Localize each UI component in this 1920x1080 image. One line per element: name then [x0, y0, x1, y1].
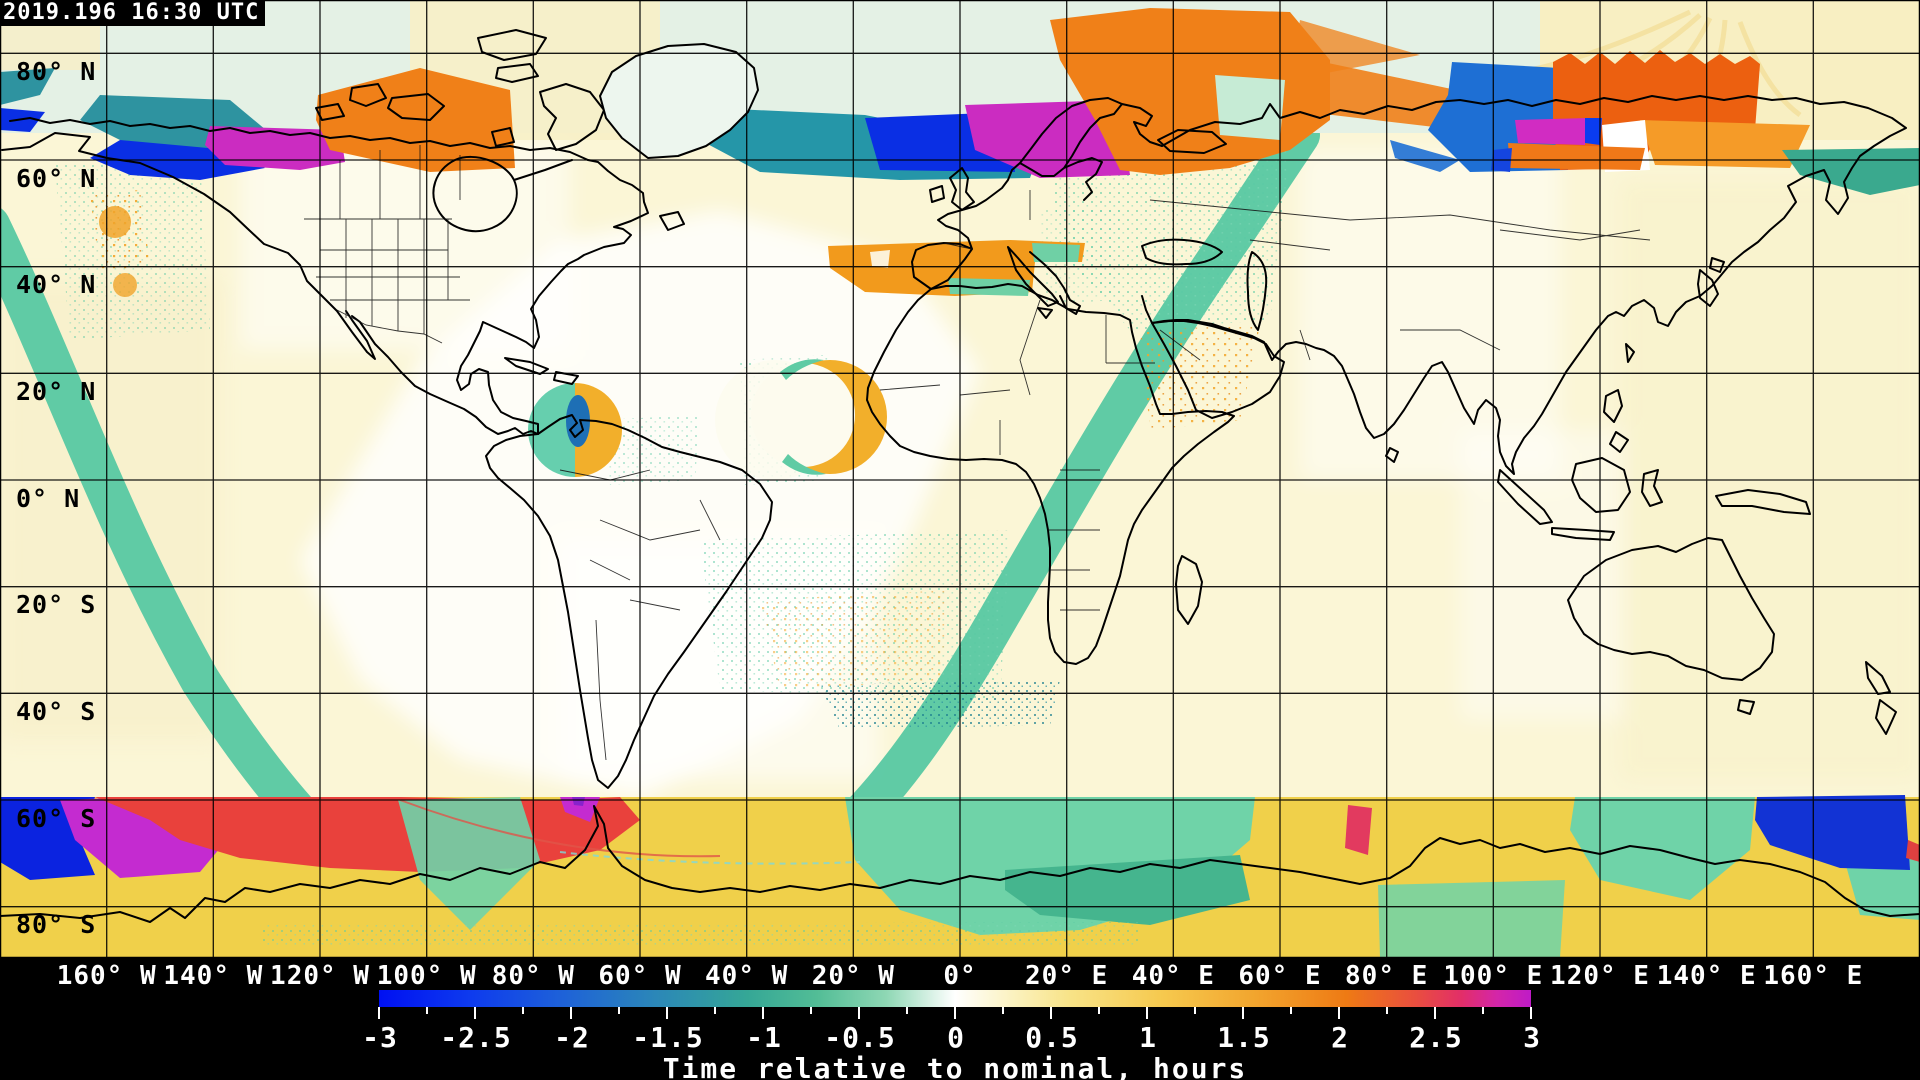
latitude-label: 80° N: [16, 57, 97, 86]
latitude-label: 60° N: [16, 163, 97, 193]
longitude-label: 40° W: [705, 961, 789, 991]
coast-north-america-pacific: [1, 132, 539, 435]
longitude-label: 20° W: [811, 961, 895, 991]
colorbar-tick-label: 0: [947, 1021, 965, 1054]
latitude-label: 20° S: [16, 590, 97, 620]
coast-caribbean-islands: [504, 357, 579, 385]
colorbar-tick-label: -1: [746, 1021, 782, 1054]
colorbar-tick-label: 3: [1523, 1021, 1541, 1054]
coast-south-america: [485, 414, 773, 789]
longitude-label: 140° W: [163, 961, 264, 991]
latitude-label: 40° S: [16, 697, 97, 726]
world-map: 80° N 60° N 40° N 20° N 0° N 20° S 40° S 60° S 8…: [0, 0, 1920, 958]
coast-arabia: [1151, 320, 1285, 419]
longitude-label: 100° E: [1443, 961, 1544, 991]
country-borders: [304, 145, 1651, 761]
longitude-label: 160° W: [56, 961, 157, 991]
longitude-label: 120° W: [270, 961, 370, 991]
colorbar-tick-label: -0.5: [824, 1021, 896, 1054]
colorbar-title: Time relative to nominal, hours: [662, 1052, 1248, 1080]
coast-madagascar: [1175, 555, 1203, 625]
coast-africa: [866, 283, 1235, 665]
colorbar-tick-label: 1.5: [1217, 1021, 1271, 1054]
coast-iceland: [1157, 129, 1227, 154]
colorbar-tick-label: -2.5: [440, 1021, 512, 1054]
colorbar-gradient: [379, 990, 1531, 1007]
coast-asia: [1141, 95, 1907, 475]
longitude-label: 80° E: [1345, 961, 1429, 991]
longitude-label: 140° E: [1656, 961, 1757, 991]
longitude-label: 100° W: [376, 961, 477, 991]
colorbar-tick-label: -1.5: [632, 1021, 704, 1054]
timestamp: 2019.196 16:30 UTC: [0, 0, 266, 26]
latitude-label: 40° N: [16, 270, 97, 300]
colorbar-tick-label: -3: [362, 1021, 398, 1054]
crescent-blob: [751, 359, 887, 475]
longitude-label: 80° W: [491, 961, 575, 991]
longitude-label: 40° E: [1131, 961, 1215, 991]
map-canvas: [0, 0, 1920, 958]
latitude-label: 80° S: [16, 910, 97, 940]
colorbar-tick-label: 0.5: [1025, 1021, 1079, 1054]
coast-arctic-islands: [315, 29, 685, 231]
coast-se-asia-islands: [1385, 257, 1811, 541]
colorbar-tick-label: 2.5: [1409, 1021, 1463, 1054]
latitude-label: 20° N: [16, 377, 97, 406]
coast-hudson-bay: [432, 155, 573, 233]
coast-antarctica: [0, 805, 1920, 923]
colorbar-tick-label: 2: [1331, 1021, 1349, 1054]
longitude-label: 0°: [943, 961, 977, 991]
coast-north-america-atlantic: [456, 159, 649, 435]
latitude-label: 0° N: [16, 483, 81, 513]
longitude-label: 60° W: [598, 961, 682, 991]
latitude-label: 60° S: [16, 803, 97, 833]
coastlines: [0, 29, 1920, 923]
longitude-label: 160° E: [1763, 961, 1864, 991]
graticule: [0, 0, 1920, 958]
colorbar-tick-label: -2: [554, 1021, 590, 1054]
colorbar-tick-label: 1: [1139, 1021, 1157, 1054]
coast-europe: [911, 97, 1268, 331]
longitude-label: 120° E: [1550, 961, 1650, 991]
eye-blob: [528, 383, 622, 477]
longitude-label: 20° E: [1025, 961, 1109, 991]
coast-australia-nz: [1567, 537, 1897, 735]
colorbar-major-ticks: [378, 1007, 1533, 1019]
longitude-label: 60° E: [1238, 961, 1322, 991]
